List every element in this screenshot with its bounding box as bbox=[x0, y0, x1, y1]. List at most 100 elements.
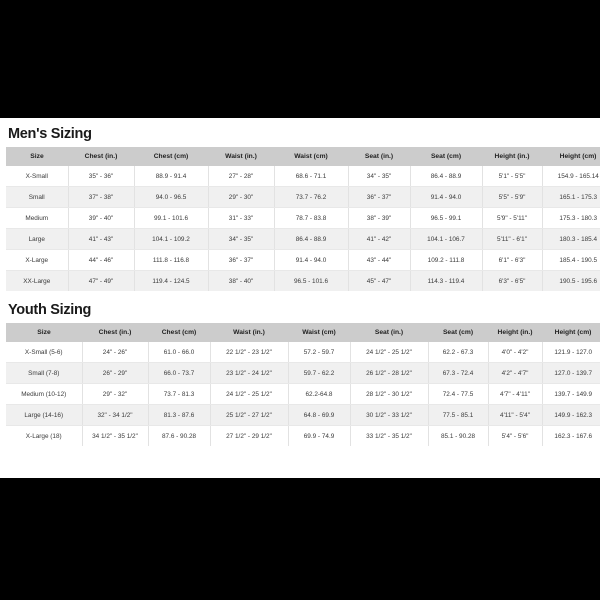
cell-size: Small (7-8) bbox=[6, 362, 83, 384]
cell-seat-cm: 104.1 - 106.7 bbox=[410, 228, 483, 250]
cell-waist-cm: 59.7 - 62.2 bbox=[288, 362, 351, 384]
column-header-height-in: Height (in.) bbox=[488, 323, 542, 342]
cell-height-in: 5'1" - 5'5" bbox=[482, 166, 543, 187]
cell-waist-cm: 91.4 - 94.0 bbox=[274, 249, 349, 271]
cell-seat-in: 28 1/2" - 30 1/2" bbox=[350, 383, 429, 405]
mens-sizing-table: Size Chest (in.) Chest (cm) Waist (in.) … bbox=[6, 147, 600, 291]
cell-seat-cm: 85.1 - 90.28 bbox=[428, 425, 489, 446]
cell-seat-in: 36" - 37" bbox=[348, 186, 411, 208]
cell-size: X-Small (5-6) bbox=[6, 342, 83, 363]
cell-height-in: 5'11" - 6'1" bbox=[482, 228, 543, 250]
cell-chest-in: 39" - 40" bbox=[68, 207, 135, 229]
cell-seat-cm: 114.3 - 119.4 bbox=[410, 270, 483, 291]
column-header-size: Size bbox=[6, 323, 82, 342]
cell-chest-cm: 119.4 - 124.5 bbox=[134, 270, 209, 291]
cell-seat-cm: 109.2 - 111.8 bbox=[410, 249, 483, 271]
cell-waist-cm: 64.8 - 69.9 bbox=[288, 404, 351, 426]
column-header-seat-in: Seat (in.) bbox=[348, 147, 410, 166]
cell-size: X-Large (18) bbox=[6, 425, 83, 446]
cell-height-in: 4'7" - 4'11" bbox=[488, 383, 543, 405]
column-header-waist-cm: Waist (cm) bbox=[288, 323, 350, 342]
column-header-chest-in: Chest (in.) bbox=[68, 147, 134, 166]
cell-waist-in: 22 1/2" - 23 1/2" bbox=[210, 342, 289, 363]
cell-waist-in: 23 1/2" - 24 1/2" bbox=[210, 362, 289, 384]
cell-seat-in: 26 1/2" - 28 1/2" bbox=[350, 362, 429, 384]
column-header-height-in: Height (in.) bbox=[482, 147, 542, 166]
cell-height-cm: 139.7 - 149.9 bbox=[542, 383, 600, 405]
cell-chest-in: 47" - 49" bbox=[68, 270, 135, 291]
cell-chest-cm: 66.0 - 73.7 bbox=[148, 362, 211, 384]
cell-size: Small bbox=[6, 186, 69, 208]
letterbox-top-bar bbox=[0, 0, 600, 118]
cell-waist-in: 31" - 33" bbox=[208, 207, 275, 229]
youth-sizing-table: Size Chest (in.) Chest (cm) Waist (in.) … bbox=[6, 323, 600, 446]
cell-chest-cm: 94.0 - 96.5 bbox=[134, 186, 209, 208]
cell-height-in: 5'9" - 5'11" bbox=[482, 207, 543, 229]
cell-chest-cm: 88.9 - 91.4 bbox=[134, 166, 209, 187]
cell-height-in: 6'1" - 6'3" bbox=[482, 249, 543, 271]
cell-height-in: 4'11" - 5'4" bbox=[488, 404, 543, 426]
cell-height-in: 4'2" - 4'7" bbox=[488, 362, 543, 384]
table-header-row: Size Chest (in.) Chest (cm) Waist (in.) … bbox=[6, 147, 600, 166]
cell-chest-cm: 61.0 - 66.0 bbox=[148, 342, 211, 363]
cell-size: XX-Large bbox=[6, 270, 69, 291]
column-header-waist-in: Waist (in.) bbox=[208, 147, 274, 166]
cell-size: Large bbox=[6, 228, 69, 250]
cell-seat-cm: 67.3 - 72.4 bbox=[428, 362, 489, 384]
column-header-seat-cm: Seat (cm) bbox=[428, 323, 488, 342]
cell-waist-cm: 68.6 - 71.1 bbox=[274, 166, 349, 187]
cell-waist-in: 27 1/2" - 29 1/2" bbox=[210, 425, 289, 446]
cell-height-in: 6'3" - 6'5" bbox=[482, 270, 543, 291]
cell-waist-in: 24 1/2" - 25 1/2" bbox=[210, 383, 289, 405]
cell-waist-in: 38" - 40" bbox=[208, 270, 275, 291]
column-header-chest-cm: Chest (cm) bbox=[134, 147, 208, 166]
cell-chest-in: 26" - 29" bbox=[82, 362, 149, 384]
cell-waist-cm: 78.7 - 83.8 bbox=[274, 207, 349, 229]
cell-chest-cm: 81.3 - 87.6 bbox=[148, 404, 211, 426]
cell-waist-in: 25 1/2" - 27 1/2" bbox=[210, 404, 289, 426]
table-row: X-Small (5-6) 24" - 26" 61.0 - 66.0 22 1… bbox=[6, 342, 600, 363]
column-header-waist-in: Waist (in.) bbox=[210, 323, 288, 342]
cell-seat-cm: 62.2 - 67.3 bbox=[428, 342, 489, 363]
cell-waist-cm: 96.5 - 101.6 bbox=[274, 270, 349, 291]
cell-chest-cm: 99.1 - 101.6 bbox=[134, 207, 209, 229]
cell-chest-in: 41" - 43" bbox=[68, 228, 135, 250]
cell-chest-in: 29" - 32" bbox=[82, 383, 149, 405]
cell-seat-in: 34" - 35" bbox=[348, 166, 411, 187]
cell-chest-in: 44" - 46" bbox=[68, 249, 135, 271]
cell-height-cm: 165.1 - 175.3 bbox=[542, 186, 600, 208]
cell-height-in: 5'4" - 5'6" bbox=[488, 425, 543, 446]
table-row: X-Large 44" - 46" 111.8 - 116.8 36" - 37… bbox=[6, 249, 600, 271]
cell-height-cm: 190.5 - 195.6 bbox=[559, 277, 598, 285]
sizing-chart-page: Men's Sizing Size Chest (in.) Chest (cm)… bbox=[0, 118, 600, 478]
cell-chest-in: 35" - 36" bbox=[68, 166, 135, 187]
column-header-height-cm: Height (cm) bbox=[542, 147, 600, 166]
cell-size: X-Small bbox=[6, 166, 69, 187]
cell-height-cm: 127.0 - 139.7 bbox=[542, 362, 600, 384]
cell-height-in: 5'5" - 5'9" bbox=[482, 186, 543, 208]
cell-waist-cm: 86.4 - 88.9 bbox=[274, 228, 349, 250]
cell-size: Medium (10-12) bbox=[6, 383, 83, 405]
column-header-chest-in: Chest (in.) bbox=[82, 323, 148, 342]
cell-seat-cm: 77.5 - 85.1 bbox=[428, 404, 489, 426]
cell-seat-in: 24 1/2" - 25 1/2" bbox=[350, 342, 429, 363]
letterbox-bottom-bar bbox=[0, 478, 600, 600]
cell-seat-in: 43" - 44" bbox=[348, 249, 411, 271]
table-row: X-Large (18) 34 1/2" - 35 1/2" 87.6 - 90… bbox=[6, 425, 600, 446]
cell-chest-in: 24" - 26" bbox=[82, 342, 149, 363]
cell-chest-cm: 87.6 - 90.28 bbox=[148, 425, 211, 446]
table-row: Small 37" - 38" 94.0 - 96.5 29" - 30" 73… bbox=[6, 186, 600, 208]
cell-chest-cm: 104.1 - 109.2 bbox=[134, 228, 209, 250]
cell-height-cm: 162.3 - 167.6 bbox=[554, 432, 593, 440]
cell-height-cm: 149.9 - 162.3 bbox=[542, 404, 600, 426]
cell-seat-cm: 72.4 - 77.5 bbox=[428, 383, 489, 405]
cell-waist-cm: 57.2 - 59.7 bbox=[288, 342, 351, 363]
table-row: X-Small 35" - 36" 88.9 - 91.4 27" - 28" … bbox=[6, 166, 600, 187]
youth-sizing-title: Youth Sizing bbox=[8, 302, 92, 318]
cell-height-in: 4'0" - 4'2" bbox=[488, 342, 543, 363]
cell-waist-cm: 62.2-64.8 bbox=[288, 383, 351, 405]
cell-seat-in: 30 1/2" - 33 1/2" bbox=[350, 404, 429, 426]
column-header-waist-cm: Waist (cm) bbox=[274, 147, 348, 166]
cell-waist-cm: 69.9 - 74.9 bbox=[288, 425, 351, 446]
column-header-seat-cm: Seat (cm) bbox=[410, 147, 482, 166]
